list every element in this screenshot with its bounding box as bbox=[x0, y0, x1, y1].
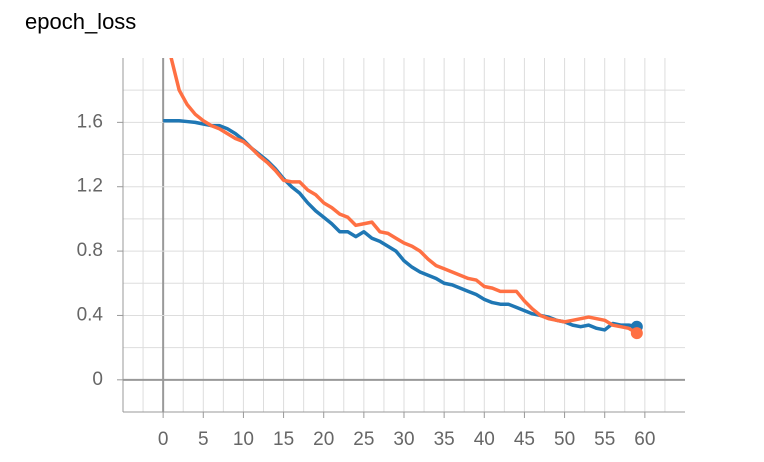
x-tick-label: 35 bbox=[434, 429, 455, 450]
y-tick-label: 0.4 bbox=[77, 304, 104, 325]
x-tick-label: 50 bbox=[554, 429, 575, 450]
y-tick-label: 1.6 bbox=[77, 111, 103, 132]
x-tick-label: 30 bbox=[393, 429, 414, 450]
series-line bbox=[163, 119, 638, 332]
y-tick-label: 0.8 bbox=[77, 240, 103, 261]
x-tick-label: 60 bbox=[634, 429, 655, 450]
x-tick-label: 15 bbox=[273, 429, 294, 450]
x-tick-label: 20 bbox=[313, 429, 334, 450]
x-tick-label: 25 bbox=[353, 429, 374, 450]
x-tick-label: 45 bbox=[514, 429, 535, 450]
series-line bbox=[169, 58, 638, 335]
chart-title: epoch_loss bbox=[25, 9, 136, 34]
x-tick-label: 40 bbox=[474, 429, 495, 450]
end-point bbox=[630, 327, 643, 340]
x-tick-label: 55 bbox=[594, 429, 615, 450]
plot-area bbox=[163, 58, 643, 340]
x-tick-label: 5 bbox=[198, 429, 209, 450]
y-tick-label: 1.2 bbox=[77, 176, 103, 197]
x-tick-label: 0 bbox=[158, 429, 169, 450]
y-tick-label: 0 bbox=[92, 369, 103, 390]
x-tick-label: 10 bbox=[233, 429, 254, 450]
